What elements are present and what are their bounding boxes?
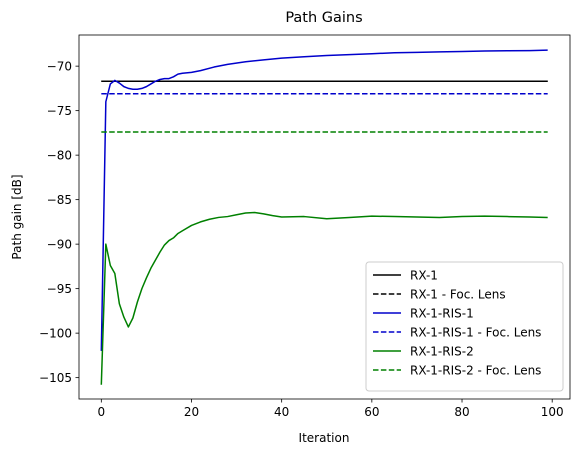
- axes: 0 20 40 60 80 100 −105 −100 −95 −90 −85 −80 −75 −70: [39, 34, 571, 419]
- y-tick-label-1: −100: [39, 326, 72, 340]
- y-tick-label-4: −85: [47, 193, 72, 207]
- series-line-2: [100, 49, 548, 351]
- y-tick-label-6: −75: [47, 104, 72, 118]
- y-tick-label-0: −105: [39, 371, 72, 385]
- x-tick-label-1: 20: [184, 405, 199, 419]
- legend-label-4: RX-1-RIS-2: [410, 344, 474, 358]
- legend-label-0: RX-1: [410, 268, 438, 282]
- y-tick-label-2: −95: [47, 282, 72, 296]
- x-tick-label-0: 0: [97, 405, 105, 419]
- legend-box: [365, 261, 564, 392]
- legend-label-1: RX-1 - Foc. Lens: [410, 287, 506, 301]
- x-tick-label-2: 40: [274, 405, 289, 419]
- y-tick-label-3: −90: [47, 237, 72, 251]
- legend: RX-1 RX-1 - Foc. Lens RX-1-RIS-1 RX-1-RIS-1…: [365, 261, 564, 392]
- chart-title: Path Gains: [285, 10, 362, 26]
- x-tick-label-3: 60: [364, 405, 379, 419]
- x-tick-label-4: 80: [454, 405, 469, 419]
- legend-label-5: RX-1-RIS-2 - Foc. Lens: [410, 363, 541, 377]
- y-tick-label-5: −80: [47, 148, 72, 162]
- legend-label-2: RX-1-RIS-1: [410, 306, 474, 320]
- series-line-4: [100, 211, 548, 385]
- legend-label-3: RX-1-RIS-1 - Foc. Lens: [410, 325, 541, 339]
- y-axis-label: Path gain [dB]: [10, 174, 24, 259]
- y-tick-label-7: −70: [47, 59, 72, 73]
- x-tick-label-5: 100: [541, 405, 564, 419]
- axes-frame: [78, 34, 571, 400]
- x-axis-label: Iteration: [299, 431, 350, 445]
- plot-area: [100, 49, 548, 385]
